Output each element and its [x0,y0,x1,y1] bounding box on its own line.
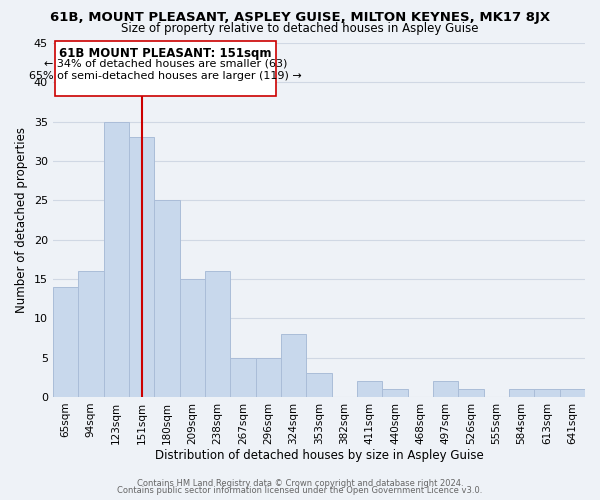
Bar [154,200,179,397]
Text: ← 34% of detached houses are smaller (63): ← 34% of detached houses are smaller (63… [44,58,287,68]
Y-axis label: Number of detached properties: Number of detached properties [15,127,28,313]
Text: Size of property relative to detached houses in Aspley Guise: Size of property relative to detached ho… [121,22,479,35]
Bar [179,279,205,397]
Text: Contains public sector information licensed under the Open Government Licence v3: Contains public sector information licen… [118,486,482,495]
Bar [509,389,535,397]
Bar [306,374,332,397]
Bar [560,389,585,397]
Bar [129,138,154,397]
Bar [53,287,78,397]
Bar [458,389,484,397]
Bar [104,122,129,397]
Bar [382,389,407,397]
Bar [433,381,458,397]
Text: Contains HM Land Registry data © Crown copyright and database right 2024.: Contains HM Land Registry data © Crown c… [137,478,463,488]
X-axis label: Distribution of detached houses by size in Aspley Guise: Distribution of detached houses by size … [155,450,483,462]
Text: 61B MOUNT PLEASANT: 151sqm: 61B MOUNT PLEASANT: 151sqm [59,47,272,60]
Bar [357,381,382,397]
Text: 61B, MOUNT PLEASANT, ASPLEY GUISE, MILTON KEYNES, MK17 8JX: 61B, MOUNT PLEASANT, ASPLEY GUISE, MILTO… [50,12,550,24]
FancyBboxPatch shape [55,42,276,96]
Bar [230,358,256,397]
Bar [78,271,104,397]
Text: 65% of semi-detached houses are larger (119) →: 65% of semi-detached houses are larger (… [29,70,302,81]
Bar [535,389,560,397]
Bar [281,334,306,397]
Bar [256,358,281,397]
Bar [205,271,230,397]
